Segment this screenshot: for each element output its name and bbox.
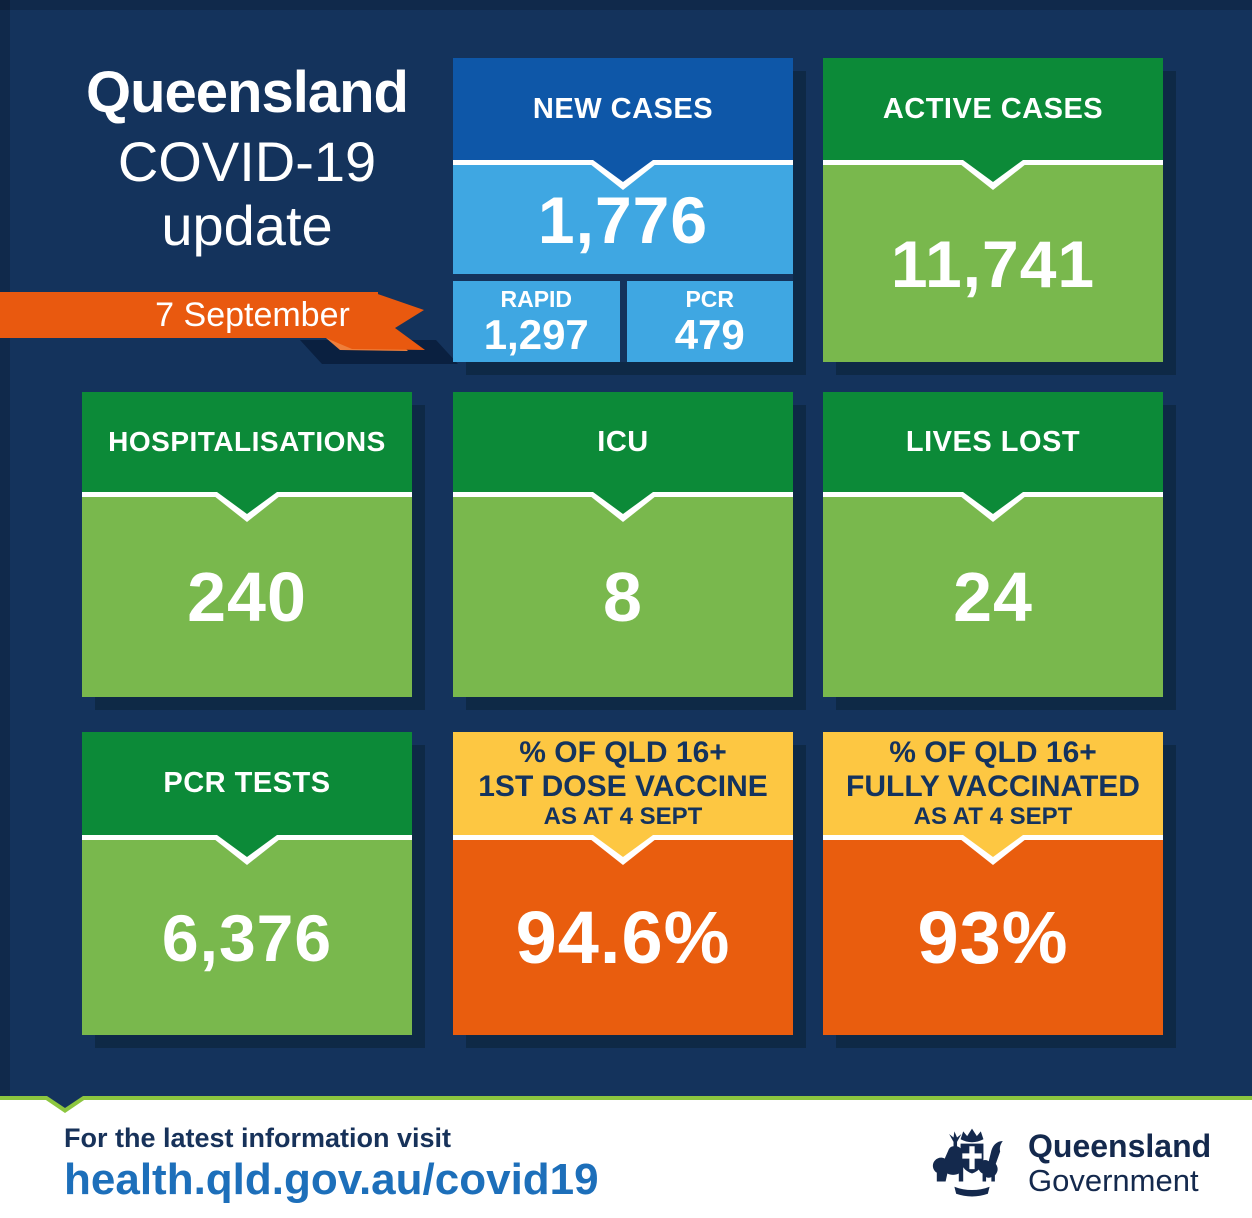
- rapid-label: RAPID: [500, 285, 573, 312]
- date-label: 7 September: [155, 295, 350, 334]
- card-notch: [453, 835, 793, 840]
- pcr-tests-card: PCR TESTS 6,376: [82, 732, 412, 1035]
- first-dose-value: 94.6%: [515, 896, 731, 979]
- hospitalisations-header: HOSPITALISATIONS: [82, 392, 412, 492]
- fully-vaccinated-label-line3: AS AT 4 SEPT: [913, 802, 1073, 830]
- pcr-tests-header: PCR TESTS: [82, 732, 412, 835]
- card-notch: [82, 835, 412, 840]
- lives-lost-label: LIVES LOST: [905, 425, 1081, 458]
- lives-lost-card: LIVES LOST 24: [823, 392, 1163, 697]
- card-notch: [82, 492, 412, 497]
- footer-info: For the latest information visit health.…: [64, 1122, 599, 1206]
- icu-body: 8: [453, 497, 793, 697]
- pcr-value: 479: [674, 310, 745, 358]
- pcr-tests-value: 6,376: [161, 900, 333, 975]
- pcr-label: PCR: [685, 285, 735, 312]
- new-cases-label: NEW CASES: [532, 92, 714, 125]
- pcr-box: PCR 479: [626, 281, 793, 362]
- title-update: update: [161, 194, 333, 257]
- footer: For the latest information visit health.…: [0, 1096, 1252, 1218]
- first-dose-label-line2: 1ST DOSE VACCINE: [478, 770, 768, 804]
- left-edge-shade: [0, 0, 10, 1096]
- card-notch: [453, 492, 793, 497]
- ribbon-shape: [0, 292, 458, 364]
- queensland-government-logo: Queensland Government: [928, 1122, 1211, 1204]
- icu-value: 8: [603, 558, 643, 636]
- rapid-value: 1,297: [483, 310, 589, 358]
- icu-header: ICU: [453, 392, 793, 492]
- lives-lost-value: 24: [953, 558, 1033, 636]
- top-edge-shade: [0, 0, 1252, 10]
- lives-lost-header: LIVES LOST: [823, 392, 1163, 492]
- fully-vaccinated-value: 93%: [917, 896, 1069, 979]
- health-url-link[interactable]: health.qld.gov.au/covid19: [64, 1155, 599, 1204]
- pcr-tests-body: 6,376: [82, 840, 412, 1035]
- hospitalisations-body: 240: [82, 497, 412, 697]
- coat-of-arms-icon: [932, 1128, 1003, 1197]
- new-cases-card: NEW CASES 1,776 RAPID 1,297 PCR 479: [453, 58, 793, 362]
- new-cases-breakdown: RAPID 1,297 PCR 479: [453, 281, 793, 362]
- card-notch: [823, 492, 1163, 497]
- new-cases-value: 1,776: [537, 182, 709, 257]
- title-queensland: Queensland: [86, 60, 409, 125]
- first-dose-body: 94.6%: [453, 840, 793, 1035]
- fully-vaccinated-card: % OF QLD 16+ FULLY VACCINATED AS AT 4 SE…: [823, 732, 1163, 1035]
- first-dose-label-line3: AS AT 4 SEPT: [543, 802, 703, 830]
- pcr-tests-label: PCR TESTS: [163, 767, 331, 799]
- ribbon-band: [0, 292, 378, 338]
- logo-government: Government: [1028, 1163, 1199, 1198]
- active-cases-body: 11,741: [823, 165, 1163, 362]
- title-covid19: COVID-19: [117, 130, 377, 193]
- page-title: Queensland COVID-19 update: [40, 56, 454, 258]
- first-dose-vaccine-card: % OF QLD 16+ 1ST DOSE VACCINE AS AT 4 SE…: [453, 732, 793, 1035]
- card-notch: [823, 160, 1163, 165]
- fully-vaccinated-label-line1: % OF QLD 16+: [889, 736, 1097, 770]
- footer-info-text: For the latest information visit: [64, 1123, 452, 1153]
- first-dose-label-line1: % OF QLD 16+: [519, 736, 727, 770]
- hospitalisations-value: 240: [187, 558, 307, 636]
- fully-vaccinated-body: 93%: [823, 840, 1163, 1035]
- hospitalisations-label: HOSPITALISATIONS: [108, 426, 386, 457]
- lives-lost-body: 24: [823, 497, 1163, 697]
- icu-card: ICU 8: [453, 392, 793, 697]
- government-logo-text: Queensland Government: [1028, 1128, 1211, 1198]
- logo-queensland: Queensland: [1028, 1128, 1212, 1164]
- active-cases-card: ACTIVE CASES 11,741: [823, 58, 1163, 362]
- active-cases-header: ACTIVE CASES: [823, 58, 1163, 160]
- card-notch: [823, 835, 1163, 840]
- card-notch: [453, 160, 793, 165]
- hospitalisations-card: HOSPITALISATIONS 240: [82, 392, 412, 697]
- new-cases-header: NEW CASES: [453, 58, 793, 160]
- active-cases-label: ACTIVE CASES: [882, 92, 1104, 125]
- fully-vaccinated-label-line2: FULLY VACCINATED: [846, 770, 1140, 804]
- fully-vaccinated-header: % OF QLD 16+ FULLY VACCINATED AS AT 4 SE…: [823, 732, 1163, 835]
- active-cases-value: 11,741: [890, 226, 1096, 301]
- icu-label: ICU: [597, 425, 649, 458]
- first-dose-header: % OF QLD 16+ 1ST DOSE VACCINE AS AT 4 SE…: [453, 732, 793, 835]
- date-ribbon: 7 September: [0, 284, 460, 370]
- rapid-box: RAPID 1,297: [453, 281, 620, 362]
